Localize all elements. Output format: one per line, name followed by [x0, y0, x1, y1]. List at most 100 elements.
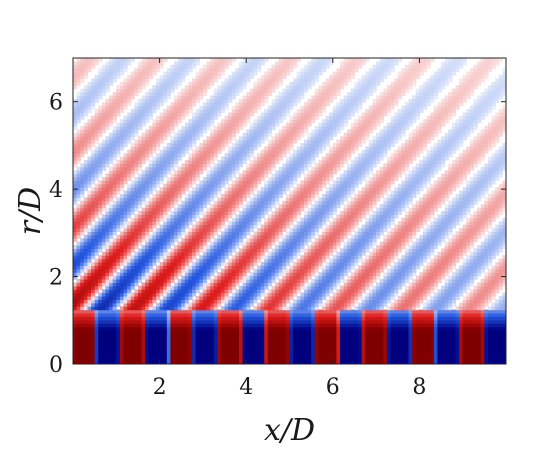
contour-cell	[249, 360, 255, 364]
contour-cell	[181, 153, 186, 158]
contour-cell	[278, 68, 283, 73]
contour-cell	[73, 360, 78, 364]
contour-cell	[134, 289, 139, 294]
contour-cell	[220, 347, 226, 351]
contour-cell	[145, 139, 150, 144]
contour-cell	[109, 326, 114, 331]
contour-cell	[119, 333, 125, 338]
contour-cell	[87, 197, 92, 202]
contour-cell	[267, 105, 273, 110]
contour-cell	[127, 357, 132, 362]
contour-cell	[91, 211, 96, 215]
contour-cell	[206, 112, 211, 117]
contour-cell	[195, 197, 200, 202]
contour-cell	[166, 326, 172, 331]
contour-cell	[94, 238, 99, 243]
contour-cell	[235, 214, 240, 219]
contour-cell	[242, 330, 247, 334]
contour-cell	[148, 282, 153, 287]
contour-cell	[282, 115, 287, 120]
contour-cell	[105, 214, 110, 219]
contour-cell	[141, 173, 146, 178]
contour-cell	[76, 156, 81, 161]
contour-cell	[112, 313, 117, 317]
contour-cell	[137, 109, 143, 113]
contour-cell	[260, 268, 265, 273]
contour-cell	[275, 299, 280, 304]
contour-cell	[184, 68, 190, 73]
contour-cell	[76, 173, 81, 178]
contour-cell	[76, 98, 81, 103]
contour-cell	[80, 98, 85, 103]
contour-cell	[202, 292, 208, 297]
contour-cell	[271, 275, 276, 280]
contour-cell	[293, 228, 298, 232]
contour-cell	[296, 330, 301, 334]
contour-cell	[166, 299, 172, 304]
contour-cell	[94, 279, 99, 283]
contour-cell	[206, 183, 211, 188]
contour-cell	[76, 258, 81, 263]
contour-cell	[181, 143, 186, 147]
contour-cell	[148, 95, 153, 100]
contour-cell	[105, 190, 110, 195]
contour-cell	[199, 126, 204, 130]
contour-cell	[119, 279, 125, 283]
contour-cell	[293, 129, 298, 134]
contour-cell	[199, 194, 204, 198]
contour-cell	[231, 306, 236, 311]
contour-cell	[134, 81, 139, 86]
contour-cell	[271, 343, 276, 348]
contour-cell	[152, 173, 157, 178]
contour-cell	[83, 58, 89, 62]
contour-cell	[112, 347, 117, 351]
contour-cell	[260, 302, 265, 307]
contour-cell	[76, 68, 81, 73]
contour-cell	[137, 326, 143, 331]
contour-cell	[217, 92, 222, 96]
contour-cell	[231, 190, 236, 195]
contour-cell	[249, 109, 255, 113]
contour-cell	[134, 119, 139, 124]
contour-cell	[242, 245, 247, 249]
contour-cell	[119, 357, 125, 362]
contour-cell	[73, 340, 78, 345]
contour-cell	[271, 68, 276, 73]
contour-cell	[217, 347, 222, 351]
contour-cell	[91, 173, 96, 178]
contour-cell	[195, 58, 200, 62]
contour-cell	[177, 299, 182, 304]
contour-cell	[260, 360, 265, 364]
contour-cell	[155, 347, 161, 351]
contour-cell	[264, 228, 269, 232]
contour-cell	[105, 112, 110, 117]
contour-cell	[257, 156, 262, 161]
contour-cell	[264, 234, 269, 239]
contour-cell	[148, 265, 153, 270]
contour-cell	[134, 153, 139, 158]
contour-cell	[73, 78, 78, 83]
contour-cell	[159, 323, 164, 328]
contour-cell	[253, 183, 258, 188]
contour-cell	[195, 296, 200, 300]
contour-cell	[220, 173, 226, 178]
contour-cell	[83, 347, 89, 351]
contour-cell	[242, 109, 247, 113]
contour-cell	[188, 58, 193, 62]
contour-cell	[148, 350, 153, 355]
contour-cell	[119, 166, 125, 171]
contour-cell	[253, 258, 258, 263]
contour-cell	[202, 197, 208, 202]
contour-cell	[73, 109, 78, 113]
contour-cell	[217, 224, 222, 229]
contour-cell	[83, 333, 89, 338]
contour-cell	[238, 177, 244, 181]
contour-cell	[73, 289, 78, 294]
contour-cell	[98, 228, 103, 232]
contour-cell	[94, 166, 99, 171]
contour-cell	[289, 92, 294, 96]
contour-cell	[159, 88, 164, 93]
contour-cell	[163, 149, 168, 154]
contour-cell	[134, 330, 139, 334]
contour-cell	[109, 319, 114, 324]
